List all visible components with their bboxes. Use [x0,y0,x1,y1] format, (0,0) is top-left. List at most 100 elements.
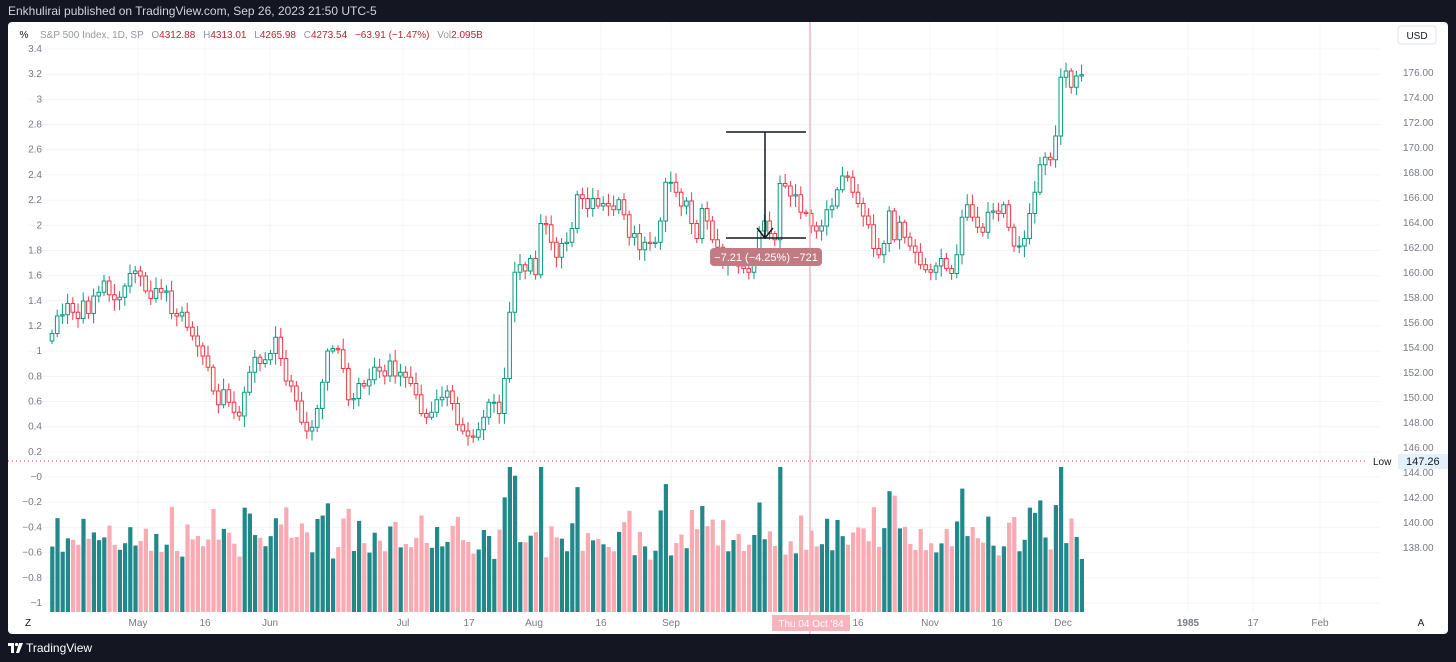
candle [101,274,107,297]
candle [330,345,336,354]
volume-bar [133,545,138,612]
candle-body [377,366,382,372]
candle-body [985,211,991,233]
candle [1027,203,1032,245]
measure-tool[interactable]: −7.21 (−4.25%) −721 [710,131,822,266]
volume-bar [206,539,211,612]
candle [1079,64,1084,82]
candle-body [980,226,986,233]
currency-button[interactable]: USD [1406,31,1427,42]
candle [580,187,585,210]
percent-scale-button[interactable]: % [20,30,29,41]
candle-body [148,290,154,299]
volume-bar [1069,518,1074,612]
candle [902,219,908,244]
candle [694,219,700,244]
left-axis-tick: 2.8 [28,120,42,131]
candle [554,237,559,268]
volume-bar [809,530,814,612]
candle-body [372,366,377,381]
right-axis-tick: 146.00 [1403,443,1434,454]
candle-body [413,383,419,396]
candle [616,197,622,214]
zoom-button[interactable]: Z [25,618,31,629]
volume-bar [247,513,252,612]
candle-body [699,208,705,239]
volume-bar [455,516,460,612]
candle-body [1048,156,1053,161]
candle-body [325,350,330,383]
candle [881,240,887,264]
candle-body [819,225,824,232]
candle-body [200,345,206,357]
right-axis-tick: 148.00 [1403,418,1434,429]
volume-bar [908,543,913,612]
candle-body [741,265,746,269]
legend-h-value: 4313.01 [210,30,247,41]
volume-bar [117,549,122,612]
candle-body [715,239,720,248]
candle [351,392,356,410]
candle-body [689,200,694,224]
candle-body [247,371,252,393]
percent-scale-button-box[interactable] [14,26,34,43]
volume-bar [325,503,330,612]
volume-bar [1022,539,1027,612]
volume-bar [481,530,486,612]
candle-body [403,371,408,378]
volume-bar [632,555,637,612]
volume-bar [658,510,663,612]
left-axis-tick: 3.2 [28,69,42,80]
candlestick-chart[interactable]: 3.4 3.2 3 2.8 2.6 2.4 2.2 2 1.8 1.6 1.4 1.2 1 0.8 0.6 0… [8,22,1448,634]
candle-body [860,203,866,217]
candle-body [1068,70,1074,88]
candle-body [434,399,440,413]
candle [606,193,611,217]
volume-bar [445,541,450,612]
candle-body [1001,204,1006,214]
auto-scale-button[interactable]: A [1418,618,1425,629]
volume-bar [887,491,892,612]
candle [429,401,434,421]
candle-body [803,211,809,214]
candle [205,345,211,372]
candle [829,198,835,218]
volume-bar [1012,517,1017,612]
chart-frame[interactable]: 3.4 3.2 3 2.8 2.6 2.4 2.2 2 1.8 1.6 1.4 1.2 1 0.8 0.6 0… [8,22,1448,634]
volume-bar [1001,546,1006,612]
time-axis-tick: Aug [525,618,543,629]
volume-bar [606,546,611,612]
currency-button-box[interactable] [1397,25,1437,45]
candle [782,173,788,189]
volume-bar [539,467,544,612]
volume-bar [929,543,934,612]
volume-bar [580,550,585,612]
volume-bar [533,532,538,612]
candle-body [455,403,460,426]
volume-bar [331,558,336,612]
candle-body [158,288,164,293]
time-axis-tick: 16 [199,618,211,629]
volume-bar [773,545,778,612]
volume-bar [450,525,455,612]
volume-bar [700,506,705,612]
candle [366,368,372,396]
low-label: Low [1373,457,1392,468]
volume-bar [648,559,653,612]
volume-bar [799,515,804,612]
candle [996,202,1001,222]
candle [164,285,169,302]
candle [418,384,424,417]
volume-bar [934,552,939,612]
candle-body [663,181,668,222]
candle [892,208,897,243]
candle [824,200,830,236]
candle-body [314,408,320,428]
volume-bar [284,507,289,612]
candle [49,329,55,345]
volume-bar [383,551,388,612]
left-axis-tick: −0.4 [22,522,42,533]
volume-bar [617,531,622,612]
candle [600,196,606,211]
volume-bar [362,543,367,612]
